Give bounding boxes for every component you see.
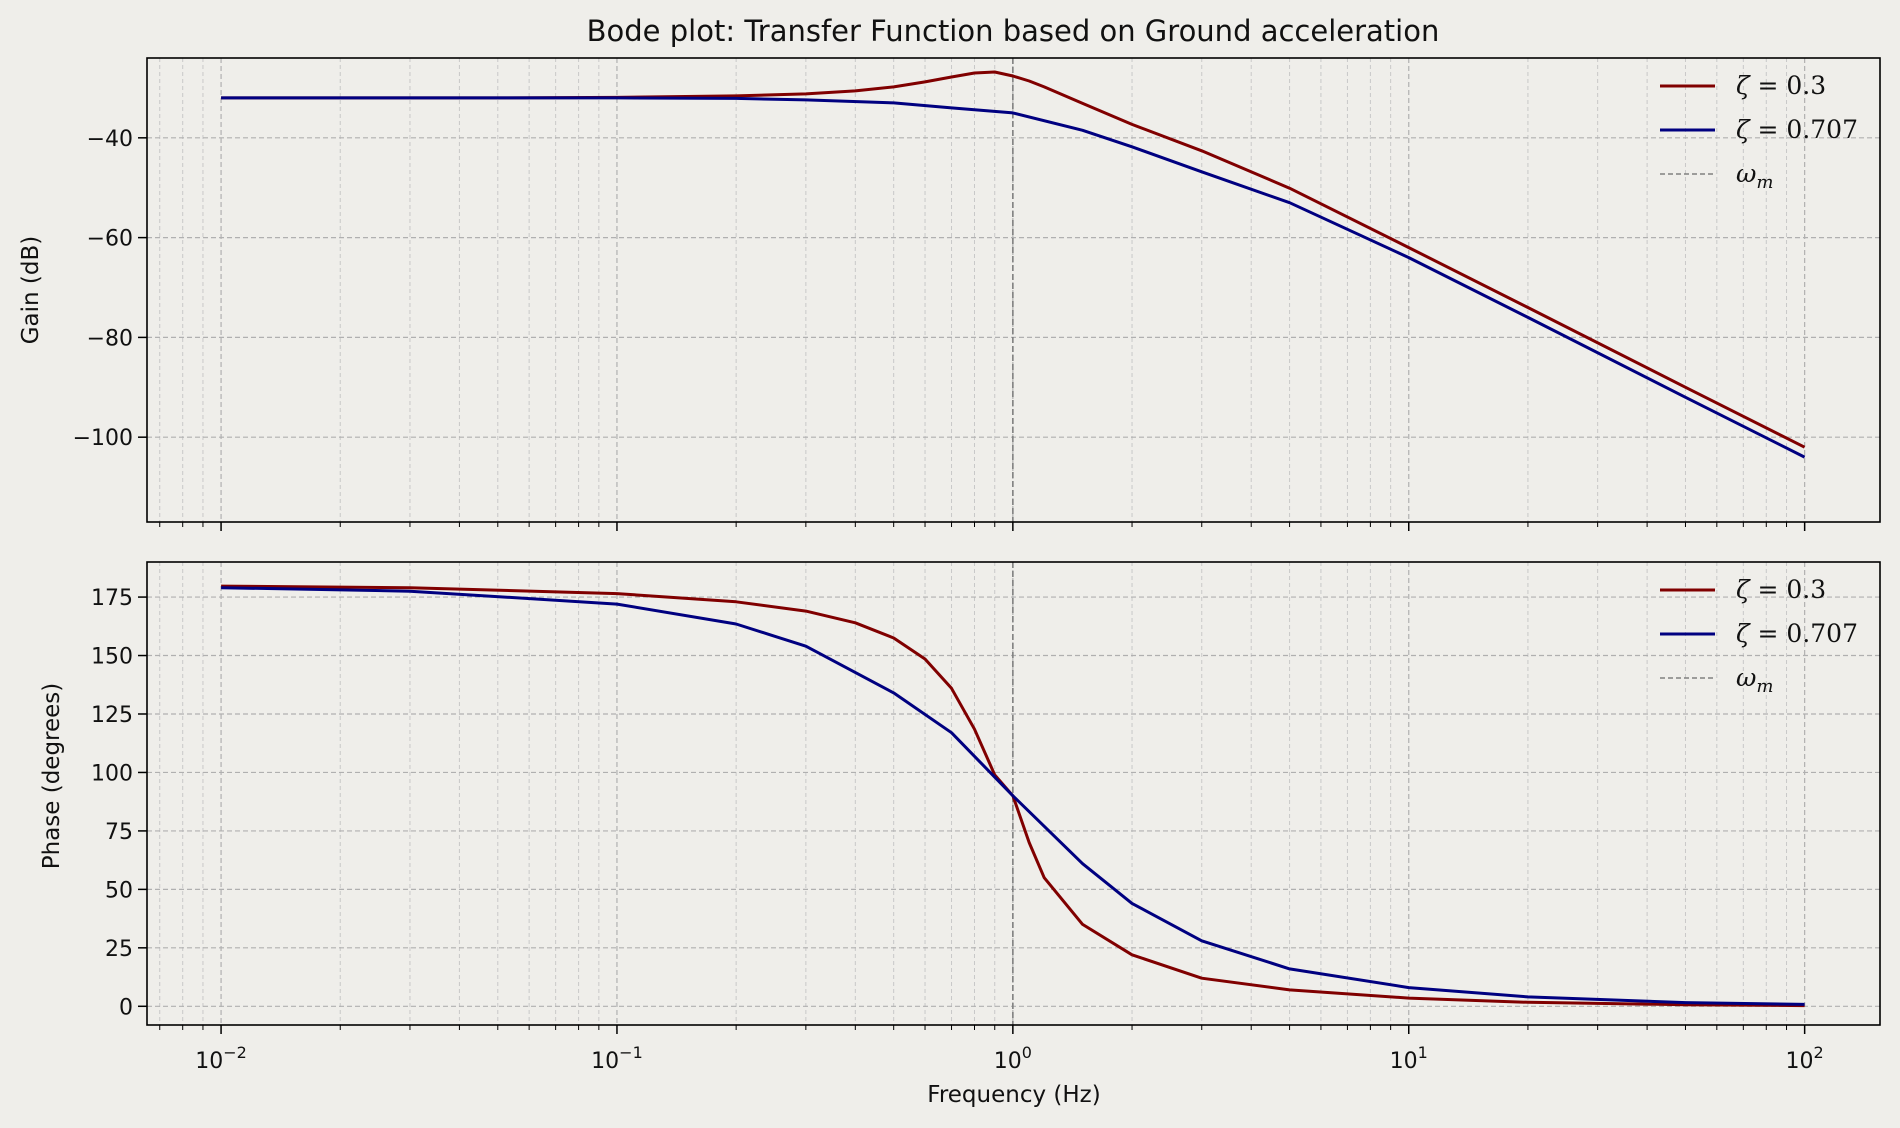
y-tick-label: 100: [91, 761, 133, 786]
y-tick-label: 0: [119, 995, 133, 1020]
x-axis-label: Frequency (Hz): [927, 1082, 1100, 1108]
legend-label-2: ωm: [1736, 663, 1773, 697]
x-tick-label: 10−2: [195, 1043, 247, 1074]
series-line-1: [221, 96, 1806, 459]
legend-label-1: ζ = 0.707: [1736, 619, 1858, 648]
phase-panel: 10−2 10−1 100 101 102 0 25 50 75 100 125 150 175 ζ = …: [91, 561, 1881, 1074]
x-tick-label: 10−1: [591, 1043, 643, 1074]
y-tick-label: −80: [87, 326, 133, 351]
y-tick-label: 175: [91, 586, 133, 611]
phase-y-axis-label: Phase (degrees): [39, 683, 65, 870]
legend: ζ = 0.3 ζ = 0.707 ωm: [1660, 71, 1858, 193]
figure-title: Bode plot: Transfer Function based on Gr…: [587, 14, 1440, 48]
y-tick-label: −60: [87, 227, 133, 252]
legend-label-0: ζ = 0.3: [1736, 575, 1826, 604]
y-tick-label: 125: [91, 703, 133, 728]
series-line-1: [221, 586, 1805, 1006]
gain-panel: −40 −60 −80 −100 ζ = 0.3 ζ = 0.707 ωm: [73, 57, 1881, 531]
y-tick-label: −40: [87, 127, 133, 152]
legend: ζ = 0.3 ζ = 0.707 ωm: [1660, 575, 1858, 697]
legend-label-0: ζ = 0.3: [1736, 71, 1826, 100]
y-tick-label: 75: [105, 820, 133, 845]
axes-frame: [146, 57, 1881, 523]
x-tick-label: 102: [1786, 1043, 1824, 1074]
y-tick-label: 25: [105, 937, 133, 962]
gain-y-axis-label: Gain (dB): [18, 236, 44, 345]
series-line-0: [221, 70, 1806, 449]
x-tick-label: 100: [994, 1043, 1032, 1074]
y-tick-label: −100: [73, 426, 133, 451]
y-tick-label: 50: [105, 878, 133, 903]
axes-frame: [146, 561, 1881, 1026]
legend-label-1: ζ = 0.707: [1736, 115, 1858, 144]
x-tick-label: 101: [1390, 1043, 1428, 1074]
y-tick-label: 150: [91, 645, 133, 670]
legend-label-2: ωm: [1736, 159, 1773, 193]
